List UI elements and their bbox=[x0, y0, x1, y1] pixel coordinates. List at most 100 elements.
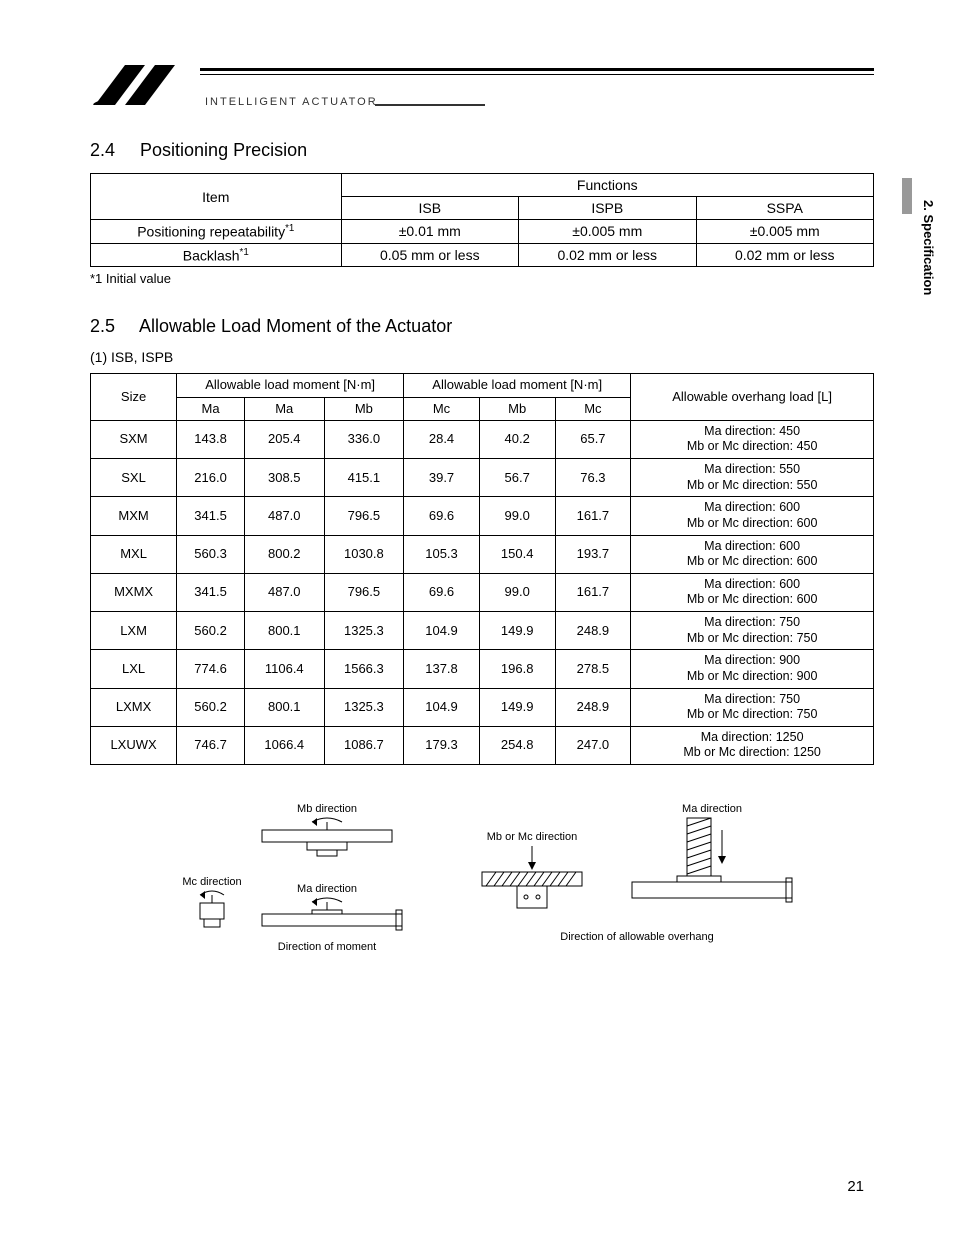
caption-overhang: Direction of allowable overhang bbox=[560, 931, 713, 943]
cell: LXMX bbox=[91, 688, 177, 726]
th-sub: Mc bbox=[404, 397, 480, 420]
th-sub: Mb bbox=[479, 397, 555, 420]
table-row: LXL774.61106.41566.3137.8196.8278.5Ma di… bbox=[91, 650, 874, 688]
cell: 560.2 bbox=[177, 612, 245, 650]
caption-moment: Direction of moment bbox=[278, 941, 376, 953]
th-sub: Mc bbox=[555, 397, 631, 420]
cell: 143.8 bbox=[177, 420, 245, 458]
cell-label: Backlash bbox=[183, 247, 240, 263]
diagram-overhang: Mb or Mc direction Ma direction bbox=[462, 800, 802, 960]
cell: 69.6 bbox=[404, 497, 480, 535]
th-isb: ISB bbox=[341, 197, 518, 220]
th-sub: Ma bbox=[244, 397, 324, 420]
cell: 308.5 bbox=[244, 459, 324, 497]
cell: 149.9 bbox=[479, 612, 555, 650]
cell: 104.9 bbox=[404, 612, 480, 650]
cell: MXL bbox=[91, 535, 177, 573]
footnote-24: *1 Initial value bbox=[90, 271, 874, 286]
cell: 105.3 bbox=[404, 535, 480, 573]
cell: 560.3 bbox=[177, 535, 245, 573]
cell: 0.02 mm or less bbox=[519, 243, 696, 267]
cell: 800.2 bbox=[244, 535, 324, 573]
cell: LXM bbox=[91, 612, 177, 650]
cell: 193.7 bbox=[555, 535, 631, 573]
cell: SXL bbox=[91, 459, 177, 497]
th-sub: Ma bbox=[177, 397, 245, 420]
cell: 216.0 bbox=[177, 459, 245, 497]
section-24-num: 2.4 bbox=[90, 140, 135, 161]
side-tab-mark bbox=[902, 178, 912, 214]
cell: 39.7 bbox=[404, 459, 480, 497]
cell: 65.7 bbox=[555, 420, 631, 458]
cell: 28.4 bbox=[404, 420, 480, 458]
th-item: Item bbox=[91, 174, 342, 220]
table-row: LXMX560.2800.11325.3104.9149.9248.9Ma di… bbox=[91, 688, 874, 726]
cell: 774.6 bbox=[177, 650, 245, 688]
cell: 560.2 bbox=[177, 688, 245, 726]
cell: 487.0 bbox=[244, 573, 324, 611]
section-24-title: Positioning Precision bbox=[140, 140, 307, 160]
cell-overhang: Ma direction: 750Mb or Mc direction: 750 bbox=[631, 688, 874, 726]
cell-overhang: Ma direction: 600Mb or Mc direction: 600 bbox=[631, 573, 874, 611]
cell: ±0.005 mm bbox=[519, 220, 696, 244]
cell: 196.8 bbox=[479, 650, 555, 688]
section-24-heading: 2.4 Positioning Precision bbox=[90, 140, 874, 161]
cell: ±0.01 mm bbox=[341, 220, 518, 244]
cell: 796.5 bbox=[324, 497, 404, 535]
cell: SXM bbox=[91, 420, 177, 458]
load-moment-table: Size Allowable load moment [N·m] Allowab… bbox=[90, 373, 874, 765]
diagrams-row: Mb direction Mc direction Ma direction bbox=[90, 800, 874, 960]
cell: 0.05 mm or less bbox=[341, 243, 518, 267]
cell: 1325.3 bbox=[324, 688, 404, 726]
cell: MXMX bbox=[91, 573, 177, 611]
th-functions: Functions bbox=[341, 174, 873, 197]
cell: 1325.3 bbox=[324, 612, 404, 650]
cell: 800.1 bbox=[244, 688, 324, 726]
diagram-moment: Mb direction Mc direction Ma direction bbox=[162, 800, 422, 960]
brand-text: INTELLIGENT ACTUATOR bbox=[205, 96, 378, 108]
section-25-sub: (1) ISB, ISPB bbox=[90, 349, 874, 365]
cell: 254.8 bbox=[479, 726, 555, 764]
brand-underline bbox=[375, 104, 485, 106]
cell: MXM bbox=[91, 497, 177, 535]
row-repeatability: Positioning repeatability*1 ±0.01 mm ±0.… bbox=[91, 220, 874, 244]
cell-overhang: Ma direction: 600Mb or Mc direction: 600 bbox=[631, 497, 874, 535]
th-sspa: SSPA bbox=[696, 197, 873, 220]
page-header: INTELLIGENT ACTUATOR bbox=[90, 60, 874, 120]
cell: 796.5 bbox=[324, 573, 404, 611]
cell: 1086.7 bbox=[324, 726, 404, 764]
cell: 1566.3 bbox=[324, 650, 404, 688]
cell: 746.7 bbox=[177, 726, 245, 764]
th-overhang: Allowable overhang load [L] bbox=[631, 374, 874, 421]
cell: 336.0 bbox=[324, 420, 404, 458]
cell: 415.1 bbox=[324, 459, 404, 497]
th-sub: Mb bbox=[324, 397, 404, 420]
th-ispb: ISPB bbox=[519, 197, 696, 220]
cell: 1106.4 bbox=[244, 650, 324, 688]
cell: 341.5 bbox=[177, 573, 245, 611]
table-row: MXMX341.5487.0796.569.699.0161.7Ma direc… bbox=[91, 573, 874, 611]
cell: 137.8 bbox=[404, 650, 480, 688]
page-number: 21 bbox=[847, 1178, 864, 1195]
moment-diagram-icon: Mb direction Mc direction Ma direction bbox=[162, 800, 422, 960]
table-row: SXL216.0308.5415.139.756.776.3Ma directi… bbox=[91, 459, 874, 497]
cell: 161.7 bbox=[555, 573, 631, 611]
header-rule-thick bbox=[200, 68, 874, 71]
cell: 800.1 bbox=[244, 612, 324, 650]
row-backlash: Backlash*1 0.05 mm or less 0.02 mm or le… bbox=[91, 243, 874, 267]
cell-overhang: Ma direction: 550Mb or Mc direction: 550 bbox=[631, 459, 874, 497]
cell-sup: *1 bbox=[285, 223, 294, 234]
th-moment-1: Allowable load moment [N·m] bbox=[177, 374, 404, 397]
cell: 40.2 bbox=[479, 420, 555, 458]
cell: ±0.005 mm bbox=[696, 220, 873, 244]
label-mbmc: Mb or Mc direction bbox=[487, 831, 577, 843]
cell: 1030.8 bbox=[324, 535, 404, 573]
cell: 150.4 bbox=[479, 535, 555, 573]
cell: 248.9 bbox=[555, 688, 631, 726]
cell: LXUWX bbox=[91, 726, 177, 764]
cell: 341.5 bbox=[177, 497, 245, 535]
th-size: Size bbox=[91, 374, 177, 421]
logo-icon bbox=[90, 60, 190, 105]
cell: 247.0 bbox=[555, 726, 631, 764]
cell: 104.9 bbox=[404, 688, 480, 726]
